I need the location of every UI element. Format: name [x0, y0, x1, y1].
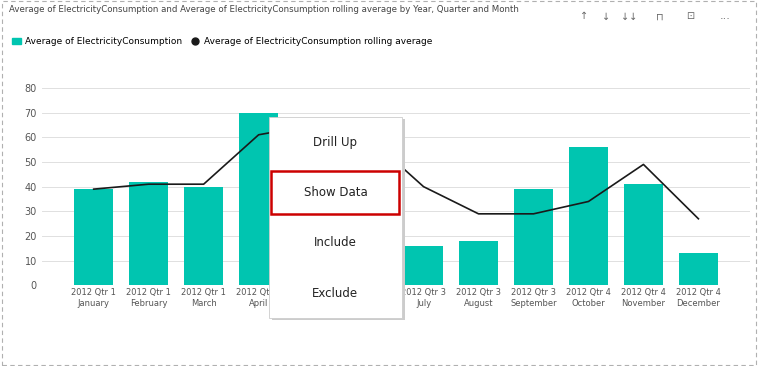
- Bar: [184, 187, 224, 285]
- FancyBboxPatch shape: [271, 171, 399, 214]
- Text: Average of ElectricityConsumption and Average of ElectricityConsumption rolling : Average of ElectricityConsumption and Av…: [9, 5, 519, 15]
- Bar: [239, 112, 278, 285]
- Bar: [404, 246, 443, 285]
- Text: ⊡: ⊡: [686, 11, 694, 22]
- Text: ↓: ↓: [603, 11, 610, 22]
- Bar: [514, 189, 553, 285]
- Bar: [349, 199, 388, 285]
- Bar: [74, 189, 114, 285]
- FancyBboxPatch shape: [272, 119, 405, 320]
- Bar: [294, 137, 334, 285]
- Text: ...: ...: [720, 11, 731, 22]
- Bar: [129, 182, 168, 285]
- FancyBboxPatch shape: [269, 117, 402, 318]
- Text: Show Data: Show Data: [303, 186, 368, 199]
- Bar: [459, 241, 498, 285]
- Text: Include: Include: [314, 236, 357, 250]
- Text: Exclude: Exclude: [312, 287, 359, 300]
- Legend: Average of ElectricityConsumption, Average of ElectricityConsumption rolling ave: Average of ElectricityConsumption, Avera…: [12, 37, 432, 46]
- Text: ↓↓: ↓↓: [621, 11, 637, 22]
- Text: Drill Up: Drill Up: [313, 136, 358, 149]
- Bar: [624, 184, 663, 285]
- Bar: [678, 253, 719, 285]
- Bar: [568, 147, 608, 285]
- Text: ⊓: ⊓: [656, 11, 663, 22]
- Text: ↑: ↑: [580, 11, 587, 22]
